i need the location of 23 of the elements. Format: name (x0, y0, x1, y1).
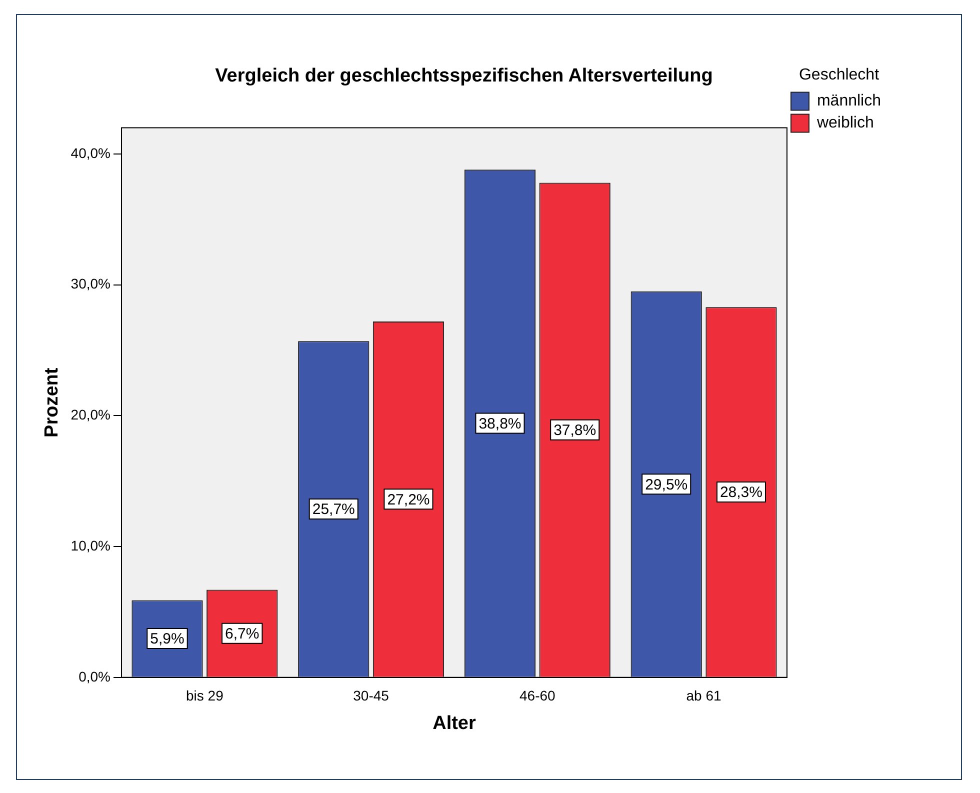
data-label: 29,5% (645, 476, 688, 494)
data-label: 37,8% (554, 422, 596, 439)
data-label: 25,7% (312, 501, 355, 518)
x-tick-label: bis 29 (186, 688, 224, 704)
data-label: 5,9% (150, 630, 184, 648)
y-axis-title: Prozent (42, 367, 63, 438)
x-tick-label: 30-45 (353, 688, 390, 704)
x-axis-title: Alter (432, 712, 476, 734)
y-tick-label: 20,0% (70, 406, 110, 423)
y-tick-label: 30,0% (70, 276, 110, 292)
legend-title: Geschlecht (798, 66, 880, 84)
data-label: 38,8% (478, 415, 522, 432)
chart-title: Vergleich der geschlechtsspezifischen Altersverteilung (215, 66, 713, 87)
legend-label: weiblich (816, 114, 874, 132)
y-tick-label: 10,0% (70, 537, 110, 554)
data-label: 6,7% (225, 625, 260, 642)
x-tick-label: ab 61 (686, 688, 722, 704)
data-label: 28,3% (720, 484, 762, 502)
y-tick-label: 0,0% (78, 668, 110, 684)
legend-label: männlich (816, 92, 881, 110)
y-tick-label: 40,0% (70, 144, 110, 161)
x-tick-label: 46-60 (520, 688, 556, 704)
data-label: 27,2% (387, 491, 430, 508)
